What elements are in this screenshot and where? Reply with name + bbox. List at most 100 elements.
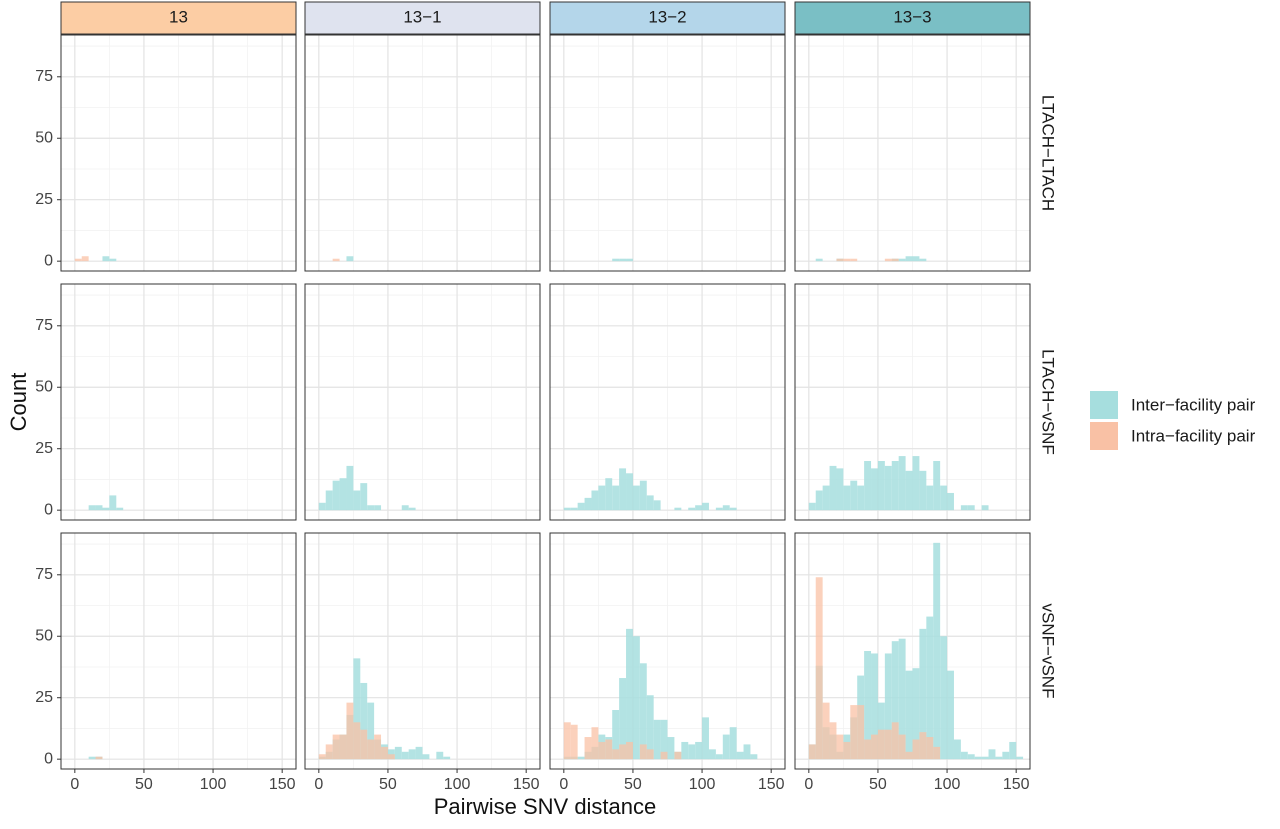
intra-facility-bar	[808, 744, 816, 760]
panel-border	[304, 283, 541, 521]
x-tick-label: 50	[624, 776, 642, 793]
panel-border	[549, 532, 786, 770]
intra-facility-bar	[850, 258, 858, 262]
intra-facility-bar	[674, 751, 682, 760]
inter-facility-bar	[898, 638, 906, 760]
y-axis-title: Count	[6, 373, 31, 432]
inter-facility-bar	[653, 500, 661, 511]
inter-facility-bar	[88, 756, 96, 760]
inter-facility-bar	[750, 754, 758, 760]
inter-facility-bar	[857, 485, 865, 511]
intra-facility-bar	[850, 705, 858, 760]
inter-facility-bar	[940, 485, 948, 511]
intra-facility-bar	[660, 751, 668, 760]
inter-facility-bar	[570, 507, 578, 511]
legend-swatch-inter-facility	[1090, 391, 1118, 419]
inter-facility-bar	[353, 490, 361, 511]
inter-facility-bar	[815, 490, 823, 511]
inter-facility-bar	[695, 505, 703, 511]
inter-facility-bar	[843, 485, 851, 511]
inter-facility-bar	[822, 485, 830, 511]
inter-facility-bar	[815, 258, 823, 262]
inter-facility-bar	[339, 478, 347, 511]
inter-facility-bar	[926, 616, 934, 760]
intra-facility-bar	[353, 722, 361, 760]
x-tick-label: 50	[869, 776, 887, 793]
y-tick-label: 50	[35, 627, 53, 644]
inter-facility-bar	[591, 490, 599, 511]
inter-facility-bar	[912, 668, 920, 760]
intra-facility-bar	[74, 258, 82, 262]
y-tick-label: 25	[35, 191, 53, 208]
inter-facility-bar	[95, 505, 103, 511]
inter-facility-bar	[1002, 751, 1010, 760]
inter-facility-bar	[933, 461, 941, 511]
inter-facility-bar	[632, 485, 640, 511]
inter-facility-bar	[667, 737, 675, 760]
inter-facility-bar	[660, 719, 668, 760]
intra-facility-bar	[871, 734, 878, 760]
intra-facility-bar	[591, 727, 599, 760]
y-tick-label: 50	[35, 378, 53, 395]
inter-facility-bar	[688, 744, 696, 760]
intra-facility-bar	[864, 739, 872, 760]
inter-facility-bar	[729, 727, 737, 760]
inter-facility-bar	[912, 256, 920, 262]
inter-facility-bar	[367, 505, 375, 511]
intra-facility-bar	[367, 739, 375, 760]
x-tick-label: 100	[200, 776, 227, 793]
inter-facility-bar	[646, 495, 654, 511]
inter-facility-bar	[394, 746, 402, 760]
inter-facility-bar	[408, 507, 416, 511]
inter-facility-bar	[346, 465, 354, 511]
inter-facility-bar	[612, 710, 620, 760]
x-tick-label: 0	[804, 776, 813, 793]
facet-column-label: 13−2	[648, 7, 686, 26]
intra-facility-bar	[95, 756, 103, 760]
facet-strip	[794, 1, 1031, 35]
intra-facility-bar	[898, 734, 906, 760]
y-tick-label: 0	[44, 750, 53, 767]
inter-facility-bar	[577, 502, 585, 511]
x-tick-label: 0	[70, 776, 79, 793]
intra-facility-bar	[570, 724, 578, 760]
facet-row-label: LTACH−vSNF	[1039, 349, 1058, 455]
intra-facility-bar	[332, 258, 340, 262]
panel-border	[304, 34, 541, 272]
facet-column-label: 13−3	[893, 7, 931, 26]
inter-facility-bar	[584, 497, 592, 511]
intra-facility-bar	[339, 734, 347, 760]
intra-facility-bar	[891, 258, 899, 262]
y-tick-label: 75	[35, 317, 53, 334]
inter-facility-bar	[905, 256, 913, 262]
y-tick-label: 75	[35, 68, 53, 85]
intra-facility-bar	[877, 729, 885, 760]
inter-facility-bar	[318, 502, 326, 511]
inter-facility-bar	[681, 741, 689, 760]
legend: Inter−facility pair Intra−facility pair	[1090, 391, 1256, 450]
inter-facility-bar	[688, 507, 696, 511]
intra-facility-bar	[857, 705, 865, 760]
inter-facility-bar	[905, 470, 913, 511]
inter-facility-bar	[598, 485, 606, 511]
inter-facility-bar	[988, 749, 996, 760]
inter-facility-bar	[919, 258, 927, 262]
inter-facility-bar	[116, 507, 124, 511]
facet-row-label: LTACH−LTACH	[1039, 95, 1058, 211]
inter-facility-bar	[1016, 756, 1024, 760]
intra-facility-bar	[332, 734, 340, 760]
facet-strip	[60, 1, 297, 35]
inter-facility-bar	[374, 505, 382, 511]
inter-facility-bar	[605, 478, 613, 511]
inter-facility-bar	[981, 505, 989, 511]
inter-facility-bar	[933, 542, 941, 760]
intra-facility-bar	[626, 741, 633, 760]
facet-column-label: 13−1	[403, 7, 441, 26]
x-axis-title: Pairwise SNV distance	[434, 794, 657, 819]
inter-facility-bar	[836, 468, 844, 511]
inter-facility-bar	[708, 749, 716, 760]
panel-border	[60, 532, 297, 770]
inter-facility-bar	[360, 682, 368, 760]
inter-facility-bar	[715, 754, 723, 760]
inter-facility-bar	[995, 756, 1003, 760]
